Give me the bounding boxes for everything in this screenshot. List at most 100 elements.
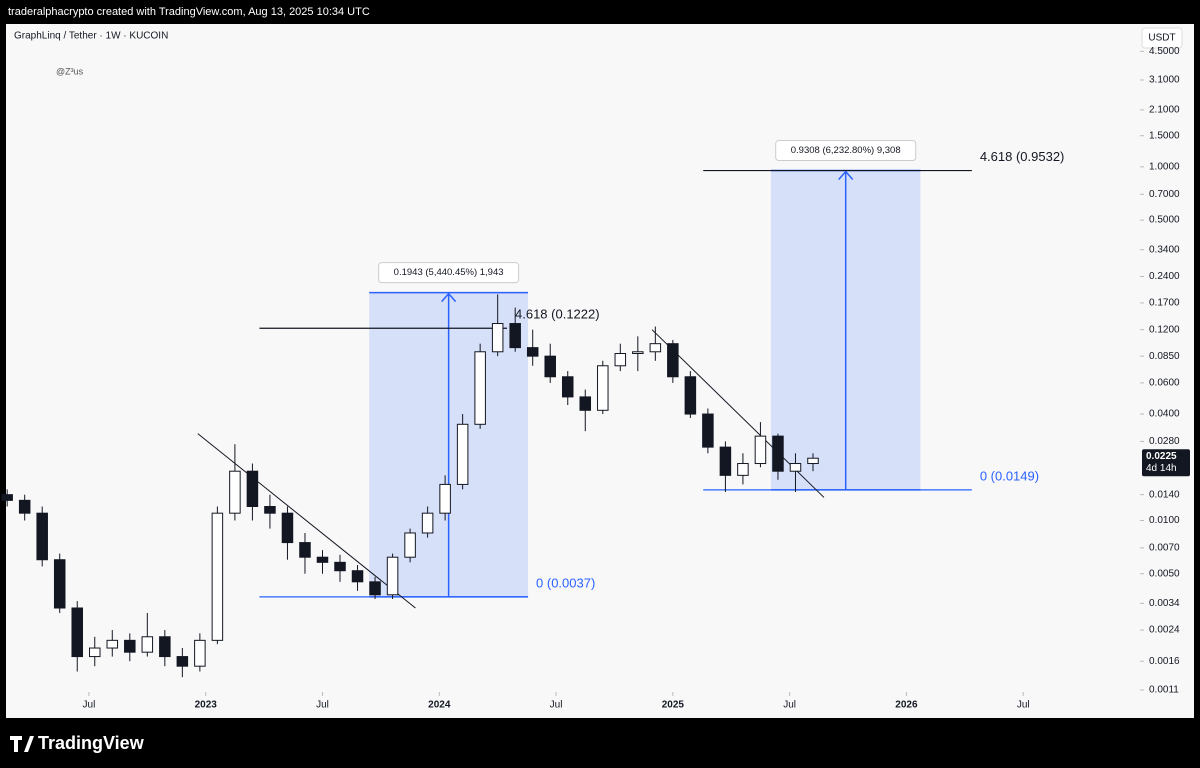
candle-body [229,470,241,514]
candle-body [404,532,416,558]
candle-body [53,559,66,609]
y-tick-label: 3.1000 [1149,75,1180,86]
candle-body [124,639,136,653]
candle-body [702,413,714,448]
candle-body [456,423,469,485]
candle-body [789,463,802,472]
y-tick-label: 1.0000 [1149,162,1180,173]
candle-body [194,639,206,667]
y-tick-label: 0.0600 [1149,378,1180,389]
y-tick-label: 0.0034 [1149,598,1180,609]
header: traderalphacrypto created with TradingVi… [8,6,370,18]
x-tick-label: 2023 [195,700,218,711]
x-tick-label: 2026 [895,700,918,711]
candle-body [439,483,451,514]
y-tick-label: 0.0850 [1149,351,1180,362]
x-tick-label: Jul [83,700,96,711]
candle-body [299,542,311,558]
y-tick-label: 0.0050 [1149,568,1180,579]
last-price-tag [1142,449,1190,477]
y-tick-label: 0.7000 [1149,189,1180,200]
x-tick-label: 2025 [662,700,685,711]
candle-body [579,396,592,411]
currency: USDT [1148,33,1175,44]
candle-body [246,470,259,507]
candle-body [474,351,486,425]
candle-body [316,556,329,563]
y-tick-label: 4.5000 [1149,46,1180,57]
x-tick-label: Jul [1017,700,1030,711]
candle-body [351,570,364,583]
x-tick-label: Jul [316,700,329,711]
candle-body [649,343,662,353]
x-tick-label: Jul [550,700,563,711]
last-price: 0.0225 [1146,451,1177,462]
candle-body [597,365,609,411]
candle-body [544,355,556,378]
y-tick-label: 0.5000 [1149,215,1180,226]
candle-body [281,512,294,544]
candle-body [737,463,749,476]
y-tick-label: 0.0400 [1149,409,1180,420]
measure-arrowhead [441,292,457,303]
y-tick-label: 0.1700 [1149,298,1180,309]
y-tick-label: 0.3400 [1149,244,1180,255]
y-tick-label: 0.0100 [1149,515,1180,526]
candle-body [421,512,434,534]
candle-body [561,376,574,398]
candle-body [807,457,819,465]
y-tick-label: 1.5000 [1149,130,1180,141]
y-tick-label: 0.1200 [1149,324,1180,335]
x-tick-label: 2024 [428,700,451,711]
fib-label: 4.618 (0.1222) [515,307,600,322]
measure-label: 0.1943 (5,440.45%) 1,943 [394,267,504,278]
measure-label-box [378,262,520,284]
measure-label-box [775,140,917,162]
candle-body [176,656,189,667]
y-tick-label: 0.0070 [1149,543,1180,554]
fib-label: 4.618 (0.9532) [980,149,1065,164]
y-tick-label: 0.2400 [1149,271,1180,282]
candle-body [719,446,732,476]
y-tick-label: 0.0280 [1149,436,1180,447]
y-tick-label: 0.0016 [1149,656,1180,667]
candle-body [1,494,13,501]
candle-body [526,347,539,357]
footer-logo [10,736,34,752]
candle-body [772,435,784,472]
currency-box[interactable] [1141,27,1183,49]
candle-body [18,499,31,514]
countdown: 4d 14h [1146,463,1177,474]
fib-label: 0 (0.0037) [536,575,595,590]
candle-body [509,323,521,349]
candle-body [141,636,154,653]
candle-body [71,607,83,658]
candle-body [36,512,48,561]
chart-title: GraphLinq / Tether · 1W · KUCOIN [14,31,168,42]
fib-label: 0 (0.0149) [980,468,1039,483]
y-tick-label: 0.0024 [1149,625,1180,636]
y-tick-label: 2.1000 [1149,105,1180,116]
candle-body [211,512,224,641]
candle-body [614,352,627,367]
trendline [197,433,416,609]
y-tick-label: 0.0140 [1149,489,1180,500]
candle-body [369,581,381,596]
x-tick-label: Jul [783,700,796,711]
candle-body [684,376,697,415]
author-tag: @Z³us [56,66,84,76]
candle-body [667,343,679,378]
candle-body [754,435,767,465]
candle-body [386,556,399,596]
candle-body [159,636,171,658]
candle-body [89,647,101,658]
y-tick-label: 0.0011 [1149,685,1179,696]
measure-label: 0.9308 (6,232.80%) 9,308 [791,145,901,156]
candle-body [264,505,276,514]
candle-body [632,351,644,354]
candle-body [106,639,119,649]
candle-body [491,323,504,353]
candle-body [334,561,346,572]
